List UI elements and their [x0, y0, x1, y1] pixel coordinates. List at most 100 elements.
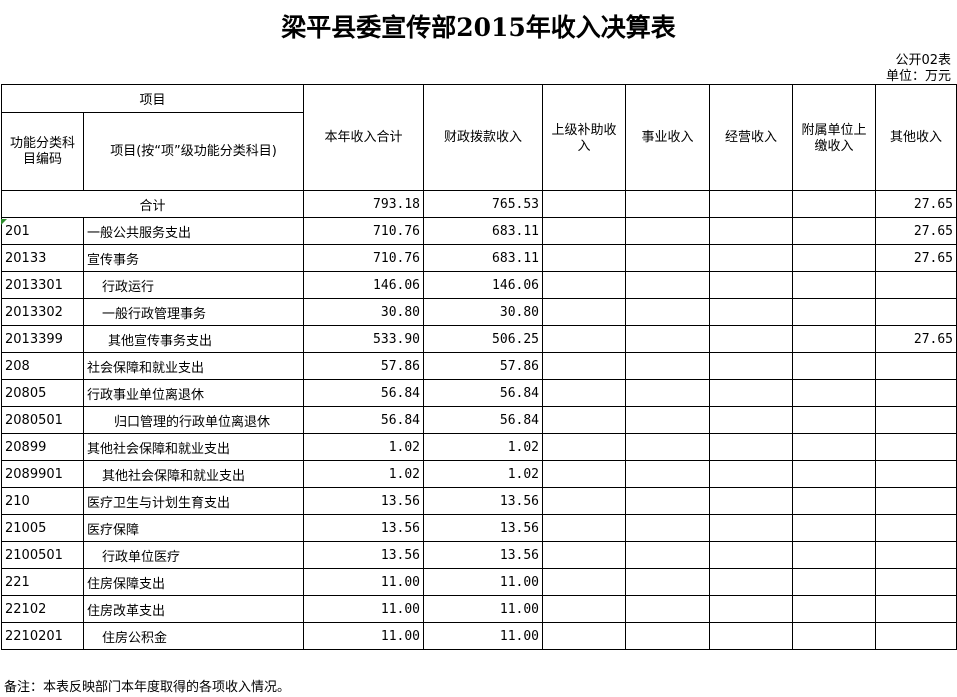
row-total: 13.56 — [303, 514, 425, 542]
row-other — [875, 460, 957, 488]
total-sum: 793.18 — [303, 190, 425, 218]
row-operating — [709, 379, 794, 407]
row-fiscal: 1.02 — [423, 433, 544, 461]
row-other — [875, 406, 957, 434]
total-affiliate — [792, 190, 877, 218]
row-name: 宣传事务 — [82, 244, 305, 272]
table-row: 2100501 行政单位医疗 13.56 13.56 — [1, 541, 957, 569]
row-total: 710.76 — [303, 217, 425, 245]
header-row-2: 功能分类科目编码 项目(按“项”级功能分类科目) — [1, 112, 957, 191]
row-name: 行政事业单位离退休 — [82, 379, 305, 407]
row-affiliate — [792, 406, 877, 434]
row-other — [875, 622, 957, 650]
row-operating — [709, 460, 794, 488]
row-other — [875, 433, 957, 461]
row-code: 210 — [1, 487, 84, 515]
row-total: 56.84 — [303, 406, 425, 434]
row-name: 一般行政管理事务 — [82, 298, 305, 326]
row-business — [625, 460, 711, 488]
table-row: 21005 医疗保障 13.56 13.56 — [1, 514, 957, 542]
row-operating — [709, 514, 794, 542]
table-row: 2013302 一般行政管理事务 30.80 30.80 — [1, 298, 957, 326]
row-other — [875, 298, 957, 326]
row-other — [875, 352, 957, 380]
row-superior — [542, 595, 627, 623]
row-other — [875, 487, 957, 515]
row-fiscal: 683.11 — [423, 244, 544, 272]
table-row: 201 一般公共服务支出 710.76 683.11 27.65 — [1, 217, 957, 245]
row-operating — [709, 595, 794, 623]
row-business — [625, 379, 711, 407]
row-total: 30.80 — [303, 298, 425, 326]
row-name: 医疗保障 — [82, 514, 305, 542]
row-operating — [709, 433, 794, 461]
row-code: 2080501 — [1, 406, 84, 434]
row-superior — [542, 298, 627, 326]
row-superior — [542, 325, 627, 353]
row-name: 医疗卫生与计划生育支出 — [82, 487, 305, 515]
table-row: 2080501 归口管理的行政单位离退休 56.84 56.84 — [1, 406, 957, 434]
row-affiliate — [792, 433, 877, 461]
header-name: 项目(按“项”级功能分类科目) — [82, 112, 305, 191]
row-superior — [542, 487, 627, 515]
row-superior — [542, 217, 627, 245]
row-total: 57.86 — [303, 352, 425, 380]
header-project: 项目 — [0, 84, 305, 113]
row-operating — [709, 406, 794, 434]
row-fiscal: 11.00 — [423, 595, 544, 623]
row-fiscal: 683.11 — [423, 217, 544, 245]
row-name: 其他宣传事务支出 — [82, 325, 305, 353]
row-business — [625, 433, 711, 461]
header-affiliate: 附属单位上缴收入 — [792, 84, 877, 191]
row-affiliate — [792, 622, 877, 650]
row-business — [625, 217, 711, 245]
table-row: 208 社会保障和就业支出 57.86 57.86 — [1, 352, 957, 380]
row-name: 一般公共服务支出 — [82, 217, 305, 245]
header-superior: 上级补助收入 — [542, 84, 627, 191]
table-row: 2013301 行政运行 146.06 146.06 — [1, 271, 957, 299]
row-other — [875, 514, 957, 542]
row-code: 201 — [1, 217, 84, 245]
row-total: 11.00 — [303, 595, 425, 623]
row-business — [625, 622, 711, 650]
row-code: 2013302 — [1, 298, 84, 326]
row-code: 2100501 — [1, 541, 84, 569]
row-name: 住房保障支出 — [82, 568, 305, 596]
row-business — [625, 487, 711, 515]
row-operating — [709, 325, 794, 353]
row-affiliate — [792, 487, 877, 515]
table-row: 2210201 住房公积金 11.00 11.00 — [1, 622, 957, 650]
row-affiliate — [792, 325, 877, 353]
row-superior — [542, 379, 627, 407]
row-affiliate — [792, 298, 877, 326]
row-operating — [709, 217, 794, 245]
row-name: 社会保障和就业支出 — [82, 352, 305, 380]
row-fiscal: 11.00 — [423, 568, 544, 596]
row-affiliate — [792, 352, 877, 380]
row-affiliate — [792, 541, 877, 569]
row-business — [625, 568, 711, 596]
row-other: 27.65 — [875, 244, 957, 272]
header-operating: 经营收入 — [709, 84, 794, 191]
header-code: 功能分类科目编码 — [1, 112, 84, 191]
row-affiliate — [792, 217, 877, 245]
row-superior — [542, 244, 627, 272]
row-business — [625, 298, 711, 326]
row-affiliate — [792, 460, 877, 488]
total-label: 合计 — [0, 190, 305, 218]
income-table: 项目 本年收入合计 财政拨款收入 上级补助收入 事业收入 经营收入 附属单位上缴… — [0, 84, 957, 650]
row-affiliate — [792, 271, 877, 299]
row-business — [625, 352, 711, 380]
row-code: 20133 — [1, 244, 84, 272]
row-total: 533.90 — [303, 325, 425, 353]
row-operating — [709, 298, 794, 326]
row-operating — [709, 622, 794, 650]
row-fiscal: 57.86 — [423, 352, 544, 380]
row-code: 20899 — [1, 433, 84, 461]
table-row: 2013399 其他宣传事务支出 533.90 506.25 27.65 — [1, 325, 957, 353]
row-code: 2013301 — [1, 271, 84, 299]
table-row: 221 住房保障支出 11.00 11.00 — [1, 568, 957, 596]
row-operating — [709, 568, 794, 596]
total-business — [625, 190, 711, 218]
row-code: 20805 — [1, 379, 84, 407]
